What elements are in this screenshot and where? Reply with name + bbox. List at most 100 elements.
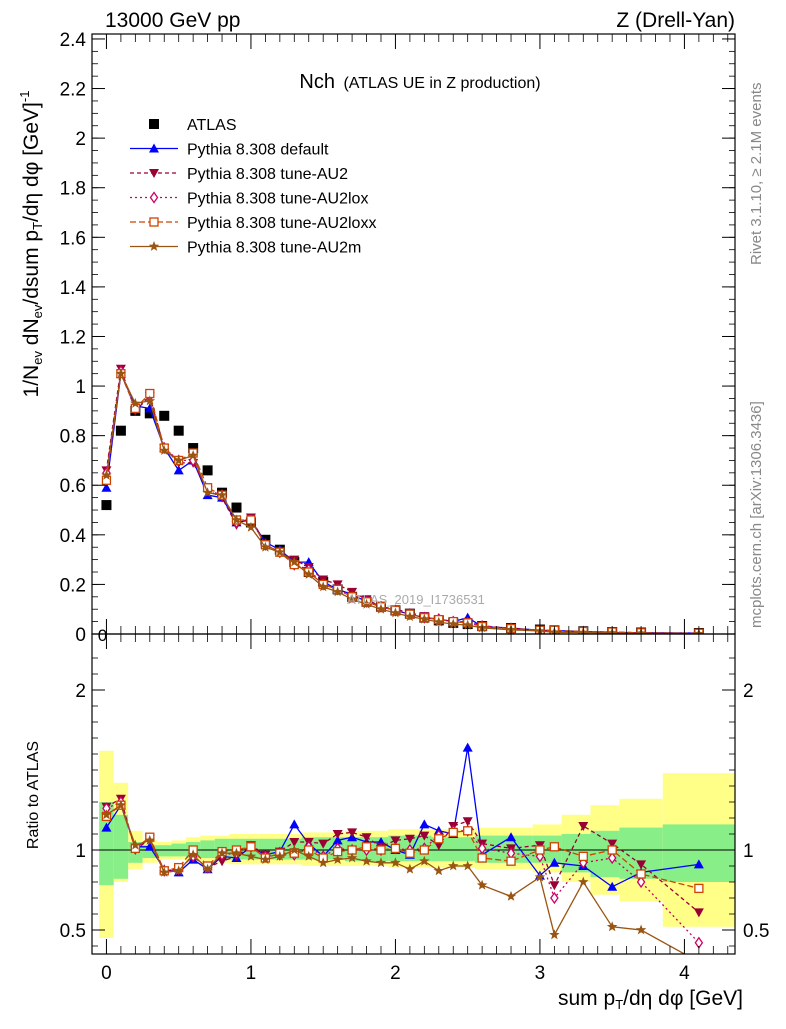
ratio-series-4-point-24: [448, 860, 459, 871]
main-series-5-point-0: [101, 469, 112, 480]
mcplots-label: mcplots.cern.ch [arXiv:1306.3436]: [748, 401, 765, 628]
ratio-series-0-point-16: [332, 835, 343, 845]
ratio-series-3-point-29: [549, 842, 560, 852]
ratio-series-4-point-16: [332, 854, 343, 864]
band-inner-4: [157, 845, 172, 857]
ratio-series-2-point-31: [607, 851, 617, 865]
main-series-0-point-5: [173, 425, 184, 436]
ratio-series-4-point-33: [694, 957, 705, 967]
ratio-series-4-point-12: [274, 850, 286, 861]
ratio-series-1-point-8: [217, 857, 228, 867]
main-series-5-point-20: [390, 607, 401, 618]
legend-label-5: Pythia 8.308 tune-AU2m: [187, 240, 361, 257]
ratio-series-4-point-5: [173, 865, 184, 876]
main-y-tick-label-2: 0.4: [60, 526, 87, 547]
ratio-series-1-point-30: [578, 822, 589, 831]
main-series-5-point-24: [448, 618, 459, 629]
ratio-series-3-point-24: [448, 827, 458, 838]
main-series-5-point-25: [462, 619, 473, 630]
ratio-series-line-4: [106, 804, 686, 954]
main-series-0-point-3: [144, 408, 155, 419]
ratio-series-4-point-6: [187, 849, 199, 860]
ratio-series-4-point-32: [635, 924, 647, 935]
main-series-5-point-17: [346, 593, 358, 604]
ratio-series-4-point-21: [404, 863, 416, 874]
ratio-series-0-point-33: [693, 859, 704, 869]
ratio-series-1-point-22: [419, 831, 430, 841]
main-series-5-point-9: [231, 514, 242, 525]
plot-title-main: Nch: [299, 71, 335, 93]
ratio-series-3-point-20: [390, 843, 401, 854]
band-inner-7: [200, 840, 215, 858]
ratio-series-4-point-8: [216, 847, 228, 858]
ratio-series-2-point-32: [636, 875, 646, 889]
ratio-series-4-point-7: [202, 863, 213, 874]
main-y-tick-label-11: 2.2: [60, 80, 86, 101]
ratio-series-4-point-14: [303, 850, 314, 861]
legend-marker-3: [149, 191, 159, 204]
ratio-series-4-point-27: [505, 890, 517, 901]
main-y-tick-label-0: 0: [75, 625, 86, 646]
ratio-series-1-point-33: [693, 908, 704, 918]
ratio-series-4-point-26: [476, 879, 488, 890]
ratio-series-0-point-31: [607, 881, 618, 891]
legend-item-2: Pythia 8.308 tune-AU2: [130, 166, 348, 183]
ratio-series-4-point-29: [549, 929, 560, 940]
ratio-series-1-point-25: [462, 817, 473, 827]
ratio-series-1-point-16: [332, 830, 343, 839]
ratio-series-1-point-31: [607, 839, 618, 849]
x-tick-label-2: 2: [390, 963, 401, 984]
main-y-tick-label-4: 0.8: [60, 427, 86, 448]
main-series-0-point-7: [202, 465, 213, 476]
ratio-series-3-point-26: [477, 853, 487, 863]
legend-label-2: Pythia 8.308 tune-AU2: [187, 166, 348, 183]
main-y-tick-label-7: 1.4: [60, 278, 87, 299]
legend-marker-1: [149, 143, 159, 153]
rivet-label: Rivet 3.1.10, ≥ 2.1M events: [748, 83, 765, 266]
ratio-y-tick-label-0: 0.5: [60, 921, 86, 942]
ratio-series-1-point-21: [404, 834, 415, 844]
main-x-zero-label: 0: [98, 626, 107, 645]
ratio-series-3-point-23: [434, 834, 444, 844]
main-y-tick-label-8: 1.6: [60, 228, 86, 249]
x-tick-label-4: 4: [679, 963, 690, 984]
ratio-series-4-point-18: [361, 855, 372, 866]
ratio-series-4: [101, 799, 705, 967]
main-y-tick-label-3: 0.6: [60, 476, 86, 497]
ratio-series-1-point-29: [549, 881, 560, 891]
ratio-series-4-point-2: [130, 839, 141, 850]
band-inner-20: [662, 824, 735, 882]
ratio-y-tick-label-right-2: 2: [743, 681, 754, 702]
ratio-series-4-point-1: [115, 799, 127, 810]
ratio-series-4-point-17: [346, 852, 358, 863]
legend-marker-4: [149, 217, 159, 227]
ratio-series-1-point-15: [318, 839, 329, 849]
main-series-5-point-16: [332, 586, 343, 597]
main-series-5-point-5: [173, 454, 184, 465]
ratio-series-4-point-28: [534, 871, 546, 882]
ratio-series-4-point-13: [289, 844, 300, 855]
legend-label-4: Pythia 8.308 tune-AU2loxx: [187, 215, 376, 232]
main-series-5-point-15: [318, 581, 329, 592]
ratio-series-3-point-10: [246, 842, 256, 852]
main-series-5-point-12: [274, 546, 286, 557]
ratio-series-4-point-11: [260, 854, 271, 864]
ratio-series-3-point-25: [463, 826, 473, 836]
legend-marker-0: [149, 119, 159, 129]
main-series-5-point-19: [375, 603, 387, 614]
header-right: Z (Drell-Yan): [616, 9, 735, 32]
legend-label-0: ATLAS: [187, 117, 237, 134]
ratio-series-3-point-21: [405, 848, 415, 858]
ratio-series-0-point-3: [144, 841, 155, 851]
ratio-series-1-point-13: [289, 838, 300, 847]
legend-label-1: Pythia 8.308 default: [187, 142, 329, 159]
ratio-series-2-point-29: [550, 891, 559, 905]
main-y-tick-label-9: 1.8: [60, 179, 86, 200]
ratio-series-3-point-22: [419, 845, 429, 855]
legend-marker-5: [148, 241, 160, 251]
main-series-5-point-23: [433, 616, 444, 627]
main-series-5-point-2: [130, 397, 141, 408]
plot-title-sub: (ATLAS UE in Z production): [343, 75, 540, 92]
legend: ATLAS Pythia 8.308 default Pythia 8.308 tu…: [130, 117, 376, 257]
